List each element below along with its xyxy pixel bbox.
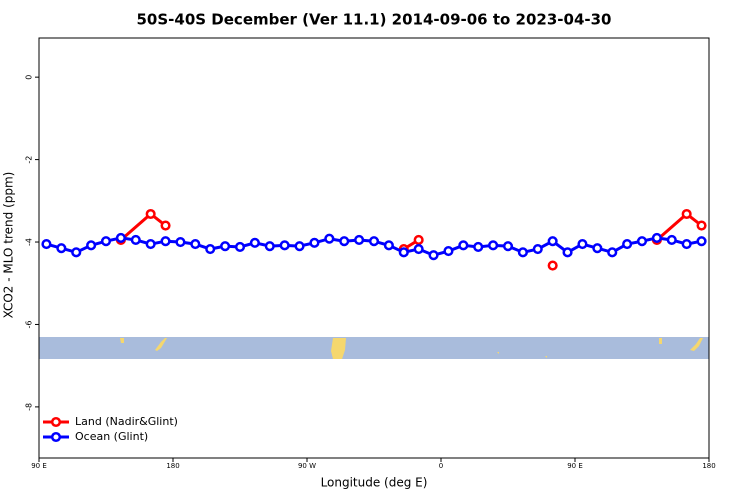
- data-point: [309, 237, 320, 248]
- data-point: [145, 239, 156, 250]
- data-point: [339, 236, 350, 247]
- x-tick-label: 90 W: [298, 462, 316, 470]
- data-point: [160, 236, 171, 247]
- plot-frame: [38, 37, 710, 459]
- legend-marker: [50, 416, 62, 428]
- legend-label: Ocean (Glint): [75, 430, 148, 443]
- data-point: [681, 208, 692, 220]
- data-point: [294, 241, 305, 252]
- data-point: [398, 247, 409, 258]
- data-point: [220, 241, 231, 252]
- y-tick-label: -8: [25, 403, 34, 411]
- data-point: [190, 239, 201, 250]
- chart-title: 50S-40S December (Ver 11.1) 2014-09-06 t…: [137, 11, 612, 29]
- data-point: [41, 239, 52, 250]
- x-axis-label: Longitude (deg E): [321, 476, 428, 490]
- data-point: [86, 240, 97, 251]
- data-point: [517, 247, 528, 258]
- series-line: [119, 212, 167, 242]
- data-point: [56, 243, 67, 254]
- y-tick-label: -4: [25, 238, 34, 246]
- data-point: [234, 241, 246, 253]
- data-point: [577, 239, 588, 250]
- data-point: [562, 247, 573, 258]
- data-point: [205, 243, 216, 255]
- data-point: [473, 241, 484, 253]
- data-point: [354, 234, 365, 246]
- data-point: [264, 241, 275, 252]
- data-point: [458, 240, 469, 251]
- legend-label: Land (Nadir&Glint): [75, 415, 178, 428]
- data-point: [413, 234, 424, 246]
- map-strip: [39, 337, 709, 359]
- y-tick-label: -2: [25, 156, 34, 164]
- data-point: [145, 208, 156, 220]
- data-point: [696, 220, 707, 231]
- data-point: [383, 240, 394, 251]
- legend-marker: [50, 431, 62, 443]
- data-point: [651, 232, 662, 243]
- data-point: [547, 236, 558, 247]
- x-tick-label: 0: [439, 462, 443, 470]
- data-point: [115, 232, 126, 243]
- data-point: [488, 240, 499, 251]
- data-point: [666, 234, 677, 246]
- y-axis-label: XCO2 - MLO trend (ppm): [2, 172, 16, 319]
- data-point: [532, 243, 543, 255]
- data-point: [324, 233, 335, 244]
- data-point: [681, 239, 692, 250]
- y-tick-label: -6: [25, 320, 34, 328]
- x-tick-label: 180: [702, 462, 715, 470]
- data-point: [696, 236, 707, 247]
- x-tick-label: 180: [166, 462, 179, 470]
- data-point: [175, 236, 186, 248]
- data-point: [368, 236, 380, 247]
- data-point: [130, 234, 141, 246]
- data-point: [502, 241, 514, 252]
- data-point: [607, 247, 618, 258]
- data-point: [547, 260, 558, 271]
- series-line: [655, 212, 703, 242]
- data-point: [71, 247, 82, 258]
- data-point: [413, 243, 424, 255]
- data-point: [160, 220, 171, 231]
- data-point: [279, 240, 290, 251]
- x-tick-label: 90 E: [31, 462, 47, 470]
- data-point: [428, 250, 439, 261]
- x-tick-label: 90 E: [567, 462, 583, 470]
- y-tick-label: 0: [25, 75, 34, 80]
- data-point: [636, 236, 648, 247]
- data-point: [622, 239, 633, 250]
- data-point: [592, 243, 603, 254]
- data-point: [443, 246, 454, 257]
- data-point: [100, 236, 112, 247]
- data-point: [249, 237, 260, 248]
